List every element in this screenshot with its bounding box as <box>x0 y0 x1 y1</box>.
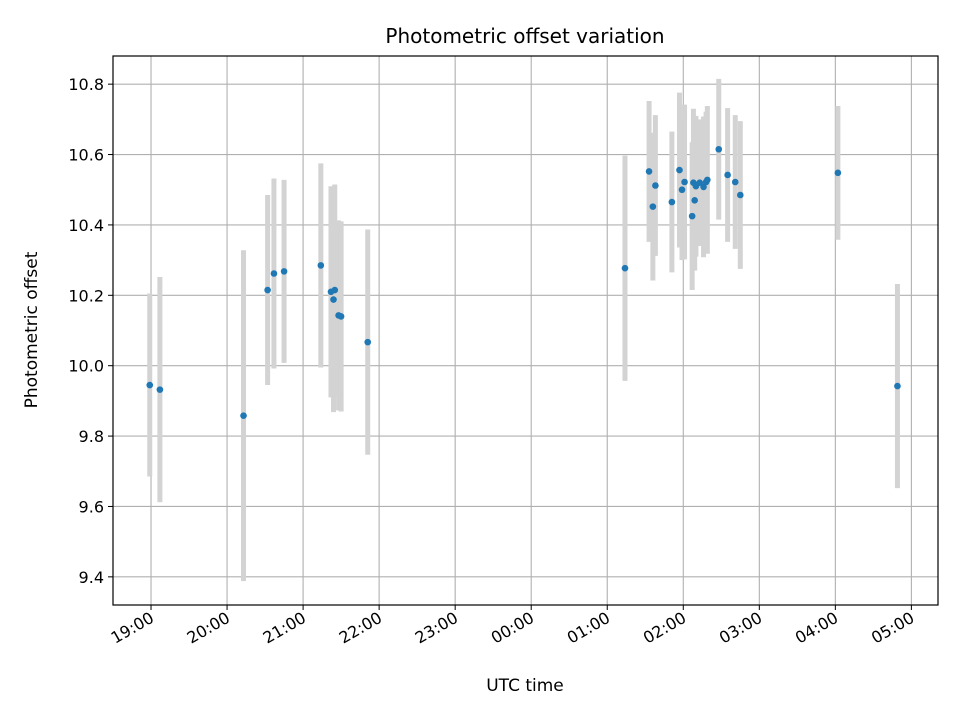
y-tick-label: 9.4 <box>79 568 104 587</box>
data-point <box>678 186 686 194</box>
data-point <box>688 212 696 220</box>
data-point <box>715 145 723 153</box>
data-point <box>704 176 711 184</box>
data-point <box>668 198 676 206</box>
data-point <box>691 196 698 204</box>
data-point <box>270 270 278 277</box>
y-tick-label: 10.0 <box>68 357 104 376</box>
y-tick-label: 10.2 <box>68 286 104 305</box>
data-point <box>364 338 372 346</box>
data-point <box>700 183 707 191</box>
data-point <box>731 178 739 186</box>
data-point <box>337 313 345 320</box>
data-point <box>156 386 164 393</box>
data-point <box>264 286 271 294</box>
data-point <box>317 262 325 269</box>
y-tick-label: 10.6 <box>68 146 104 165</box>
data-point <box>331 286 339 294</box>
data-point <box>330 296 337 303</box>
data-point <box>834 169 842 177</box>
x-axis-label: UTC time <box>486 676 564 696</box>
y-tick-label: 10.4 <box>68 216 104 235</box>
y-tick-label: 10.8 <box>68 75 104 94</box>
y-tick-label: 9.6 <box>79 497 104 516</box>
data-point <box>894 382 901 390</box>
data-point <box>681 178 688 186</box>
data-point <box>737 191 744 199</box>
data-point <box>280 268 288 275</box>
data-point <box>652 182 659 189</box>
y-axis-label: Photometric offset <box>22 251 42 408</box>
y-axis: 9.4 9.6 9.8 10.0 10.2 10.4 10.6 10.8 <box>68 75 113 587</box>
chart-title: Photometric offset variation <box>385 24 664 48</box>
data-point <box>240 412 247 419</box>
data-point <box>645 168 653 175</box>
data-point <box>676 166 683 174</box>
data-point <box>696 179 704 186</box>
plot-frame <box>112 55 939 606</box>
data-points <box>146 145 901 419</box>
data-point <box>724 171 731 179</box>
data-point <box>649 203 657 210</box>
data-point <box>146 381 154 389</box>
data-point <box>621 264 629 272</box>
y-tick-label: 9.8 <box>79 427 104 446</box>
